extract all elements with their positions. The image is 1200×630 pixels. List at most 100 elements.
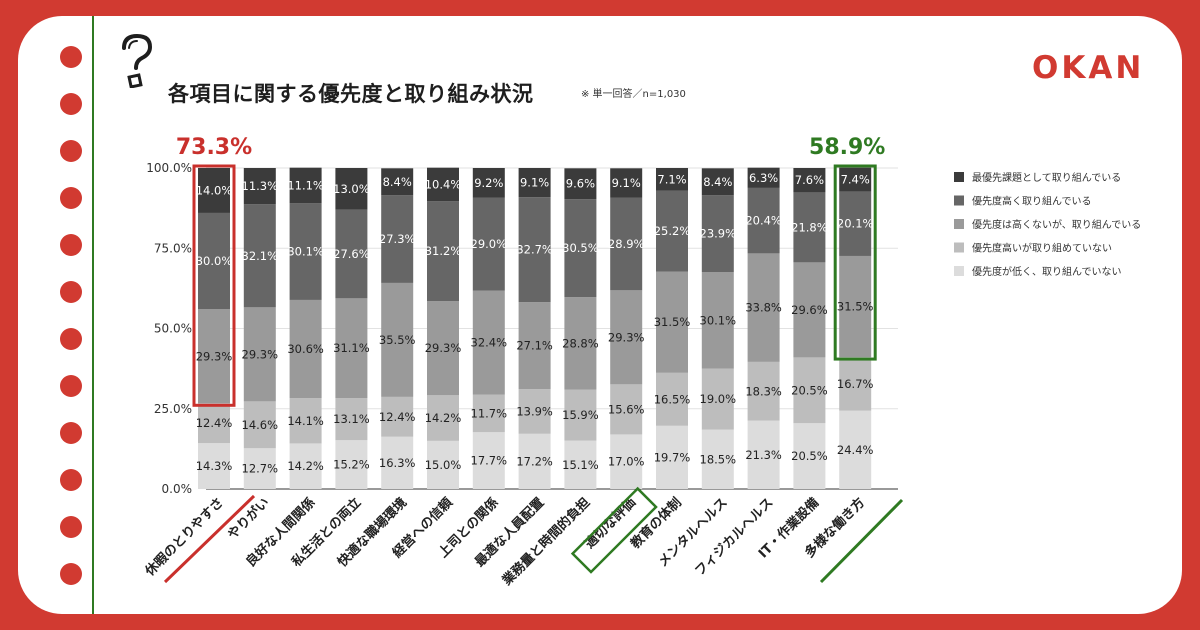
bar-segment [472, 432, 505, 489]
data-label: 9.6% [566, 177, 595, 191]
data-label: 15.2% [333, 458, 370, 472]
data-label: 14.6% [242, 418, 279, 432]
data-label: 21.8% [791, 220, 828, 234]
bar-segment [198, 212, 230, 310]
data-label: 30.1% [287, 245, 324, 259]
bar-segment [793, 262, 826, 358]
data-label: 20.1% [837, 217, 874, 231]
bar-segment [701, 168, 734, 196]
bar-segment [381, 436, 414, 489]
data-label: 29.3% [242, 347, 279, 361]
binder-hole [60, 46, 82, 68]
y-tick-label: 75.0% [154, 241, 192, 255]
data-label: 6.3% [749, 171, 778, 185]
highlight-label-box-green [570, 486, 658, 574]
data-label: 19.7% [654, 450, 691, 464]
bar-segment [610, 290, 643, 385]
data-label: 16.7% [837, 377, 874, 391]
bar-segment [198, 309, 230, 404]
legend-swatch [954, 242, 964, 253]
data-label: 35.5% [379, 333, 416, 347]
bar-segment [472, 168, 505, 198]
bar-segment [335, 398, 368, 441]
legend-swatch [954, 172, 964, 182]
bar-segment [518, 302, 551, 390]
bar-segment [656, 190, 688, 272]
data-label: 30.6% [287, 342, 324, 356]
data-label: 12.4% [379, 410, 416, 424]
data-label: 20.5% [791, 383, 828, 397]
bar-segment [747, 167, 780, 188]
bar-segment [839, 167, 872, 192]
bar-segment [564, 440, 597, 489]
y-tick-label: 100.0% [146, 161, 192, 175]
highlight-box-red [192, 164, 236, 407]
bar-segment [701, 272, 734, 369]
binder-hole [60, 234, 82, 256]
bar-segment [472, 197, 505, 291]
binder-hole [60, 93, 82, 115]
data-label: 13.1% [333, 412, 370, 426]
binder-hole [60, 281, 82, 303]
highlight-value-red: 73.3% [176, 135, 252, 160]
data-label: 15.9% [562, 408, 599, 422]
data-label: 27.3% [379, 232, 416, 246]
legend-label: 優先度は高くないが、取り組んでいる [972, 218, 1141, 231]
bar-segment [335, 168, 368, 210]
data-label: 16.3% [379, 456, 416, 470]
data-label: 14.3% [196, 459, 233, 473]
card: 各項目に関する優先度と取り組み状況 ※ 単一回答／n=1,030 OKAN 10… [18, 16, 1182, 614]
binder-hole [60, 469, 82, 491]
bar-segment [518, 433, 551, 489]
bar-segment [747, 420, 780, 489]
data-label: 7.6% [795, 173, 824, 187]
bar-segment [427, 167, 459, 202]
bar-segment [518, 197, 551, 303]
legend-swatch [954, 266, 964, 276]
data-label: 13.9% [516, 404, 553, 418]
data-label: 30.0% [196, 254, 233, 268]
data-label: 14.0% [196, 183, 233, 197]
question-mark-icon [122, 33, 153, 88]
data-label: 29.3% [196, 349, 233, 363]
bar-segment [793, 357, 826, 424]
legend-swatch [954, 219, 964, 229]
data-label: 21.3% [745, 448, 782, 462]
data-label: 32.4% [471, 336, 508, 350]
bar-segment [472, 290, 505, 395]
data-label: 12.7% [242, 462, 279, 476]
binder-hole [60, 328, 82, 350]
data-label: 23.9% [700, 227, 737, 241]
bar-segment [564, 199, 597, 298]
bar-segment [793, 423, 826, 489]
bar-segment [518, 389, 551, 434]
data-label: 19.0% [700, 392, 737, 406]
page-title: 各項目に関する優先度と取り組み状況 [168, 82, 534, 106]
data-label: 17.0% [608, 455, 645, 469]
data-label: 25.2% [654, 224, 691, 238]
data-label: 14.2% [425, 411, 462, 425]
data-label: 29.0% [471, 237, 508, 251]
bar-segment [701, 368, 734, 430]
data-label: 14.1% [287, 414, 324, 428]
legend-label: 優先度高いが取り組めていない [972, 242, 1112, 255]
data-label: 29.3% [608, 330, 645, 344]
bar-segment [564, 168, 597, 200]
bar-segment [289, 203, 322, 300]
bar-segment [381, 282, 414, 397]
y-tick-label: 25.0% [154, 402, 192, 416]
y-tick-label: 0.0% [162, 482, 193, 496]
bar-segment [656, 425, 688, 489]
binder-hole [60, 422, 82, 444]
data-label: 11.7% [471, 406, 508, 420]
binder-hole [60, 187, 82, 209]
highlight-underline-red [163, 494, 256, 584]
data-label: 9.2% [474, 176, 503, 190]
binder-hole [60, 563, 82, 585]
bar-segment [747, 361, 780, 421]
bar-segment [335, 209, 368, 299]
bar-segment [610, 384, 643, 435]
bar-segment [701, 429, 734, 489]
bar-segment [610, 197, 643, 291]
bar-segment [335, 298, 368, 399]
